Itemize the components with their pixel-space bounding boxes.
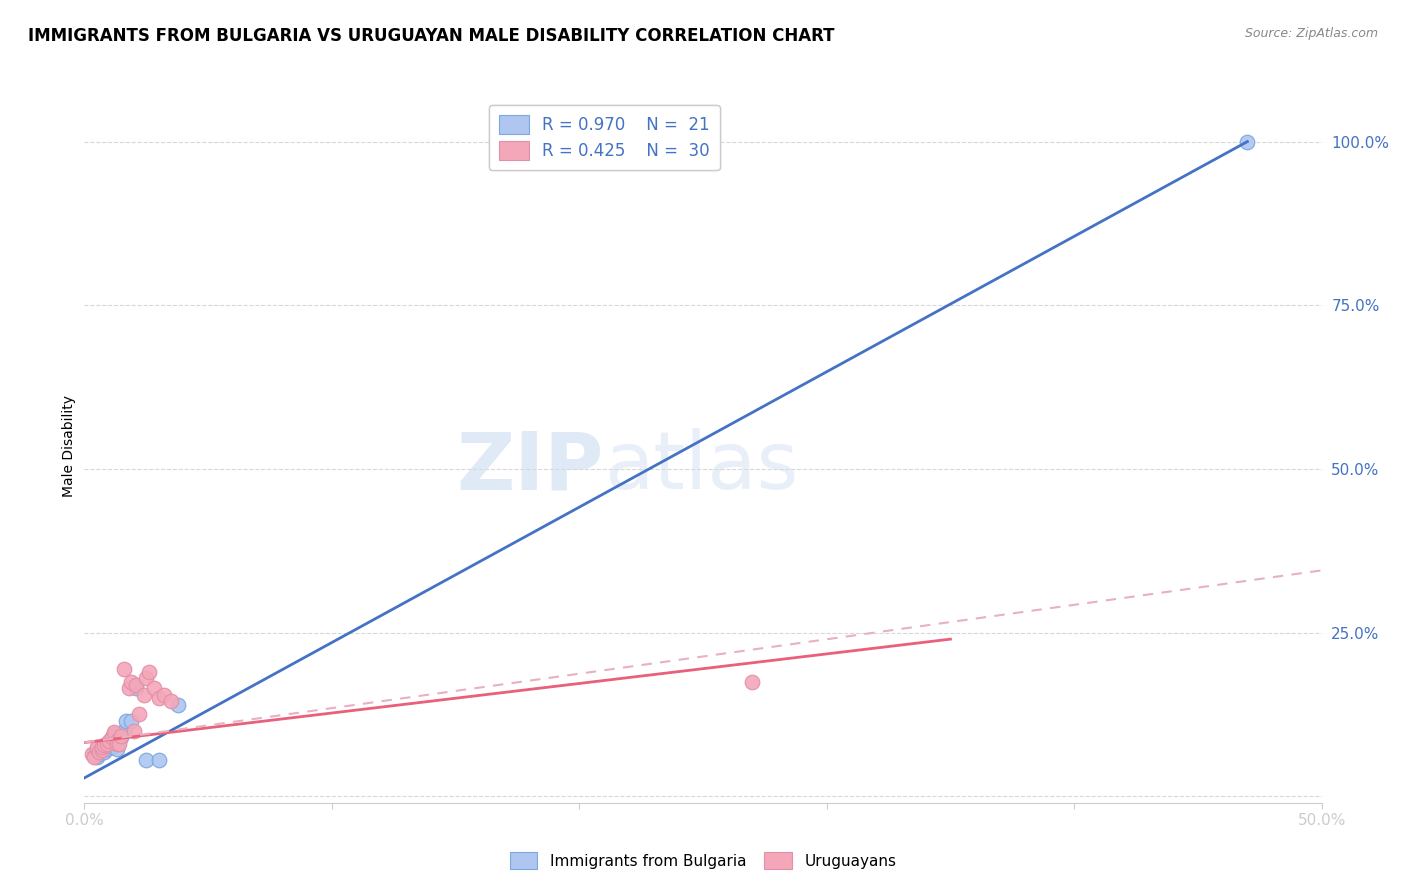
Text: Source: ZipAtlas.com: Source: ZipAtlas.com (1244, 27, 1378, 40)
Point (148, 753, 170, 767)
Point (118, 681, 141, 696)
Point (86, 750, 108, 764)
Point (167, 698, 190, 712)
Point (83, 747, 105, 761)
Point (122, 723, 145, 738)
Point (108, 737, 131, 751)
Point (96, 737, 118, 751)
Point (1236, 135, 1258, 149)
Legend: Immigrants from Bulgaria, Uruguayans: Immigrants from Bulgaria, Uruguayans (503, 846, 903, 875)
Point (89, 747, 111, 761)
Text: IMMIGRANTS FROM BULGARIA VS URUGUAYAN MALE DISABILITY CORRELATION CHART: IMMIGRANTS FROM BULGARIA VS URUGUAYAN MA… (28, 27, 835, 45)
Point (90, 740, 112, 755)
Point (128, 707, 150, 722)
Point (98, 733, 121, 747)
Point (93, 745, 115, 759)
Text: ZIP: ZIP (457, 428, 605, 507)
Y-axis label: Male Disability: Male Disability (62, 395, 76, 497)
Point (103, 725, 125, 739)
Point (100, 731, 122, 745)
Point (125, 681, 148, 696)
Text: atlas: atlas (605, 428, 799, 507)
Point (105, 733, 128, 747)
Point (135, 753, 157, 767)
Point (98, 738, 121, 752)
Point (148, 691, 170, 706)
Legend: R = 0.970    N =  21, R = 0.425    N =  30: R = 0.970 N = 21, R = 0.425 N = 30 (489, 104, 720, 169)
Point (132, 688, 155, 702)
Point (96, 742, 118, 756)
Point (83, 750, 105, 764)
Point (105, 737, 128, 751)
Point (90, 740, 112, 755)
Point (741, 674, 763, 689)
Point (100, 740, 122, 755)
Point (89, 745, 111, 759)
Point (86, 740, 108, 755)
Point (103, 727, 125, 741)
Point (115, 714, 138, 728)
Point (93, 738, 115, 752)
Point (120, 674, 142, 689)
Point (112, 662, 135, 676)
Point (110, 729, 132, 743)
Point (90, 743, 112, 757)
Point (120, 714, 142, 728)
Point (138, 665, 160, 679)
Point (86, 742, 108, 756)
Point (90, 743, 112, 757)
Point (152, 688, 174, 702)
Point (108, 733, 131, 747)
Point (105, 742, 128, 756)
Point (112, 723, 135, 738)
Point (110, 731, 132, 745)
Point (160, 694, 183, 708)
Point (135, 672, 157, 686)
Point (142, 681, 165, 696)
Point (80, 747, 103, 761)
Point (125, 678, 148, 692)
